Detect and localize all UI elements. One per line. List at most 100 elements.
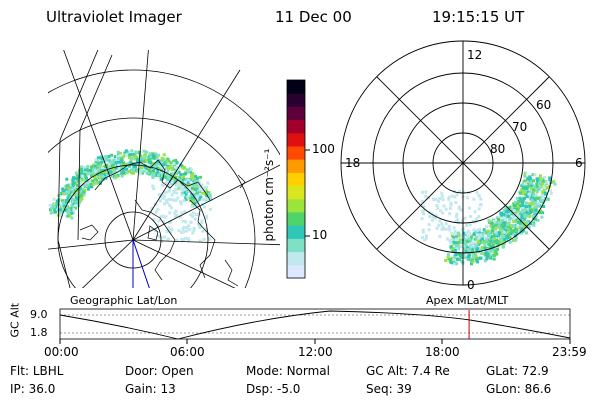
emission-pixel [67, 186, 70, 190]
emission-pixel [201, 191, 204, 195]
emission-pixel [442, 204, 446, 208]
mlat-label-70: 70 [512, 120, 528, 134]
emission-pixel [76, 201, 80, 204]
emission-pixel [456, 257, 459, 261]
emission-pixel [449, 241, 453, 245]
emission-pixel [91, 168, 95, 172]
emission-pixel [53, 208, 57, 212]
emission-pixel [56, 201, 60, 205]
emission-pixel [459, 208, 463, 212]
emission-pixel [127, 164, 131, 168]
emission-pixel [193, 187, 197, 191]
emission-pixel [179, 181, 183, 185]
emission-pixel [172, 177, 176, 181]
emission-pixel [521, 186, 525, 190]
time-tick-0600: 06:00 [170, 345, 205, 359]
emission-pixel [180, 231, 184, 235]
emission-pixel [130, 169, 134, 173]
emission-pixel [503, 234, 507, 238]
colorbar-tick-100: 100 [312, 142, 335, 156]
geo-coastlines [79, 159, 246, 287]
emission-pixel [69, 207, 73, 210]
emission-pixel [485, 238, 489, 242]
emission-pixel [165, 201, 169, 205]
emission-pixel [96, 174, 100, 178]
emission-pixel [182, 178, 186, 182]
emission-pixel [110, 153, 114, 157]
emission-pixel [528, 214, 532, 218]
emission-pixel [192, 228, 196, 232]
emission-pixel [190, 193, 194, 197]
emission-pixel [520, 216, 524, 220]
emission-pixel [88, 168, 92, 172]
emission-pixel [493, 236, 497, 240]
emission-pixel [434, 216, 437, 220]
emission-pixel [503, 238, 507, 242]
emission-pixel [134, 155, 138, 159]
emission-pixel [83, 168, 87, 172]
emission-pixel [485, 254, 489, 258]
emission-pixel [181, 183, 185, 187]
emission-pixel [70, 216, 74, 220]
emission-pixel [94, 160, 98, 164]
emission-pixel [151, 151, 155, 155]
emission-pixel [498, 232, 501, 236]
emission-pixel [477, 215, 481, 219]
emission-pixel [52, 205, 56, 209]
emission-pixel [520, 188, 524, 192]
emission-pixel [448, 239, 452, 242]
emission-pixel [489, 239, 493, 243]
emission-pixel [538, 181, 541, 185]
emission-pixel [191, 200, 195, 204]
emission-pixel [139, 160, 143, 164]
emission-pixel [527, 192, 531, 196]
emission-pixel [165, 176, 168, 179]
emission-pixel [421, 236, 424, 240]
emission-pixel [495, 220, 499, 224]
emission-pixel [516, 212, 520, 215]
emission-pixel [507, 233, 510, 237]
emission-pixel [444, 227, 448, 231]
emission-pixel [434, 197, 438, 201]
emission-pixel [80, 174, 84, 178]
emission-pixel [477, 194, 481, 198]
emission-pixel [117, 157, 120, 160]
emission-pixel [65, 184, 69, 188]
emission-pixel [156, 160, 160, 163]
emission-pixel [105, 158, 108, 162]
emission-pixel [50, 206, 54, 210]
emission-pixel [428, 215, 432, 219]
emission-pixel [457, 246, 461, 250]
emission-pixel [172, 190, 176, 194]
emission-pixel [197, 212, 201, 216]
emission-pixel [467, 253, 471, 257]
emission-pixel [194, 179, 198, 183]
emission-pixel [479, 251, 483, 255]
emission-pixel [167, 184, 171, 188]
emission-pixel [76, 183, 80, 187]
emission-pixel [196, 194, 200, 198]
emission-pixel [484, 230, 488, 234]
emission-pixel [455, 262, 459, 266]
emission-pixel [168, 220, 172, 224]
emission-pixel [122, 171, 126, 175]
emission-pixel [535, 196, 538, 200]
emission-pixel [158, 199, 162, 203]
emission-pixel [163, 235, 166, 239]
emission-pixel [503, 218, 507, 222]
emission-pixel [164, 198, 168, 202]
emission-pixel [186, 181, 190, 185]
emission-pixel [102, 156, 106, 160]
emission-pixel [186, 195, 190, 199]
emission-pixel [421, 190, 424, 194]
emission-pixel [541, 194, 545, 198]
emission-pixel [436, 206, 440, 210]
emission-pixel [102, 158, 106, 162]
emission-pixel [551, 180, 555, 184]
emission-pixel [162, 163, 165, 167]
emission-pixel [94, 169, 98, 173]
emission-pixel [479, 256, 483, 260]
emission-pixel [523, 184, 527, 188]
emission-pixel [203, 205, 207, 209]
emission-pixel [183, 210, 187, 214]
